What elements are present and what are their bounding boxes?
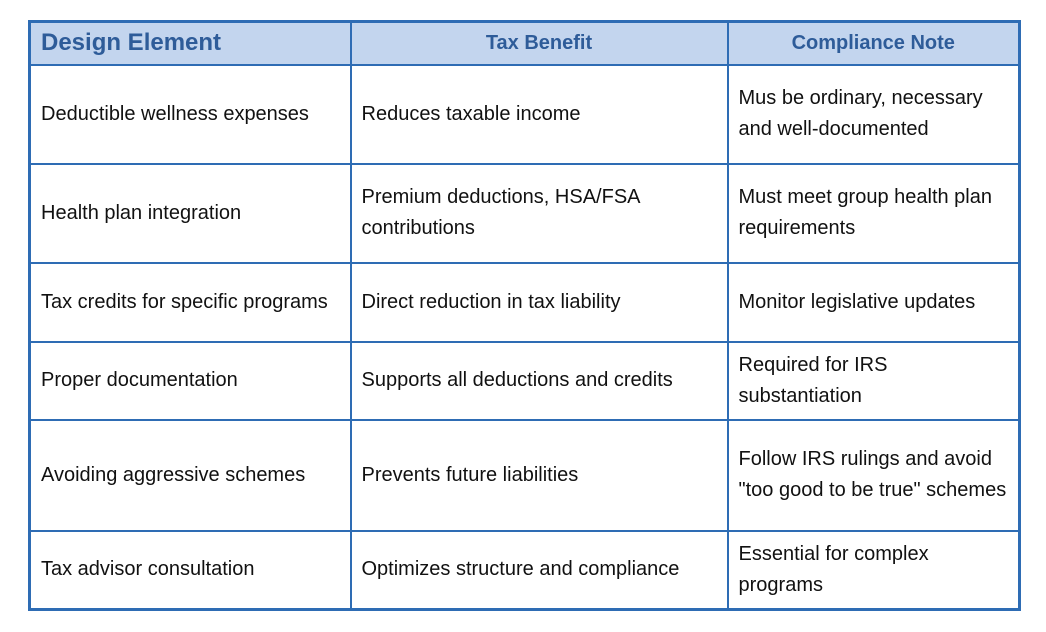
cell-design-element: Proper documentation: [28, 340, 352, 421]
cell-design-element: Avoiding aggressive schemes: [28, 418, 352, 532]
cell-tax-benefit: Reduces taxable income: [349, 63, 729, 165]
cell-compliance-note: Follow IRS rulings and avoid "too good t…: [726, 418, 1021, 532]
table-row: Tax advisor consultation Optimizes struc…: [28, 529, 1021, 611]
cell-tax-benefit: Premium deductions, HSA/FSA contribution…: [349, 162, 729, 264]
cell-tax-benefit: Optimizes structure and compliance: [349, 529, 729, 611]
cell-tax-benefit: Prevents future liabilities: [349, 418, 729, 532]
table-header-row: Design Element Tax Benefit Compliance No…: [28, 20, 1021, 66]
cell-design-element: Deductible wellness expenses: [28, 63, 352, 165]
table-row: Proper documentation Supports all deduct…: [28, 340, 1021, 421]
cell-compliance-note: Essential for complex programs: [726, 529, 1021, 611]
cell-design-element: Tax credits for specific programs: [28, 261, 352, 343]
cell-compliance-note: Required for IRS substantiation: [726, 340, 1021, 421]
cell-design-element: Health plan integration: [28, 162, 352, 264]
table-row: Deductible wellness expenses Reduces tax…: [28, 63, 1021, 165]
cell-tax-benefit: Direct reduction in tax liability: [349, 261, 729, 343]
table-row: Tax credits for specific programs Direct…: [28, 261, 1021, 343]
table-row: Avoiding aggressive schemes Prevents fut…: [28, 418, 1021, 532]
cell-compliance-note: Must meet group health plan requirements: [726, 162, 1021, 264]
cell-compliance-note: Monitor legislative updates: [726, 261, 1021, 343]
column-header-compliance-note: Compliance Note: [726, 20, 1021, 66]
column-header-tax-benefit: Tax Benefit: [349, 20, 729, 66]
cell-design-element: Tax advisor consultation: [28, 529, 352, 611]
column-header-design-element: Design Element: [28, 20, 352, 66]
cell-tax-benefit: Supports all deductions and credits: [349, 340, 729, 421]
cell-compliance-note: Mus be ordinary, necessary and well-docu…: [726, 63, 1021, 165]
table-container: Design Element Tax Benefit Compliance No…: [28, 20, 1021, 611]
tax-benefits-table: Design Element Tax Benefit Compliance No…: [28, 20, 1021, 611]
table-row: Health plan integration Premium deductio…: [28, 162, 1021, 264]
